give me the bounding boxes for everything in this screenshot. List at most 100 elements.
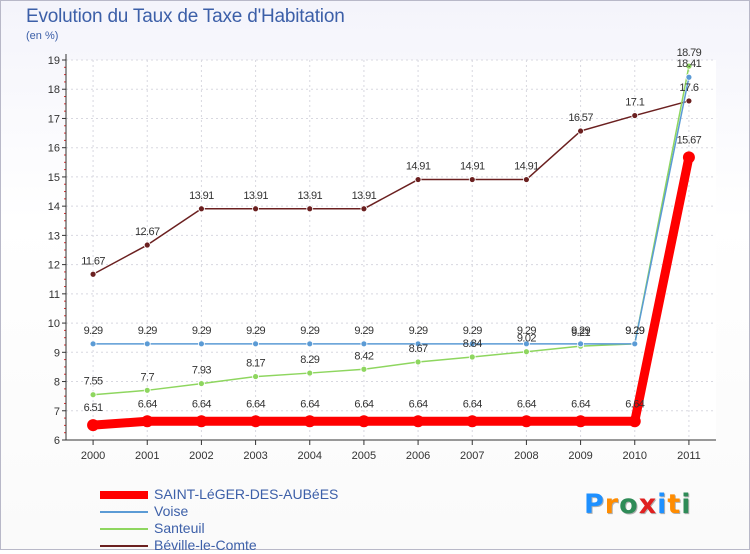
data-label: 8.67 [409,343,428,355]
data-label: 13.91 [352,190,377,202]
data-label: 9.29 [246,325,265,337]
data-point [141,415,154,428]
data-point [195,415,208,428]
x-tick-label: 2010 [623,450,647,462]
data-label: 6.64 [463,398,482,410]
data-label: 7.7 [141,371,155,383]
data-point [414,176,422,183]
logo-letter: i [681,489,692,520]
data-label: 6.64 [517,398,536,410]
y-tick-label: 13 [48,230,60,242]
data-label: 9.29 [138,325,157,337]
y-tick-label: 6 [54,435,60,447]
data-label: 6.64 [300,398,319,410]
data-label: 6.64 [625,398,644,410]
data-point [414,340,422,348]
data-label: 9.29 [463,325,482,337]
data-point [357,415,370,428]
y-tick-label: 9 [54,347,60,359]
logo-letter: i [657,489,668,520]
data-label: 9.29 [409,325,428,337]
data-label: 18.41 [677,58,702,70]
data-label: 13.91 [297,190,322,202]
data-point [143,386,151,394]
data-label: 8.84 [463,338,482,350]
data-point [414,358,422,366]
data-point [143,340,151,348]
logo-letter: r [604,489,620,520]
y-tick-label: 16 [48,143,60,155]
data-point [631,112,639,119]
data-point [682,151,695,164]
data-point [143,241,151,249]
data-label: 9.29 [84,325,103,337]
data-point [685,97,693,105]
y-tick-label: 18 [48,84,60,96]
data-label: 14.91 [406,161,431,173]
data-point [87,419,100,432]
x-tick-label: 2005 [352,450,376,462]
data-point [89,391,97,399]
data-point [360,205,368,213]
legend-label: Voise [154,503,189,519]
data-point [685,73,693,81]
legend-label: SAINT-LéGER-DES-AUBéES [154,486,339,502]
data-point [252,340,259,348]
data-label: 6.64 [354,398,373,410]
data-label: 6.64 [138,398,157,410]
data-label: 7.55 [84,376,103,388]
data-point [306,205,314,213]
data-label: 9.02 [517,333,536,345]
x-tick-label: 2001 [135,450,159,462]
data-label: 6.64 [192,398,211,410]
data-point [89,340,97,348]
data-point [306,369,314,377]
data-point [628,415,641,428]
x-tick-label: 2009 [568,450,592,462]
data-label: 9.29 [625,325,644,337]
data-label: 6.64 [409,398,428,410]
legend-swatch [100,491,148,499]
legend-swatch [100,545,148,547]
data-label: 17.1 [625,97,644,109]
y-tick-label: 14 [48,201,60,213]
logo-letter: t [667,489,682,520]
y-tick-label: 19 [48,55,60,67]
x-tick-label: 2004 [298,450,322,462]
logo-letter: P [584,489,605,520]
x-tick-label: 2007 [460,450,484,462]
data-point [466,415,479,428]
data-label: 9.29 [517,325,536,337]
data-label: 6.64 [246,398,265,410]
x-tick-label: 2003 [243,450,267,462]
data-label: 17.6 [679,82,698,94]
data-label: 9.29 [192,325,211,337]
data-label: 8.17 [246,358,265,370]
data-point [520,415,533,428]
data-label: 14.91 [460,161,485,173]
data-point [468,176,476,183]
data-point [249,415,262,428]
x-tick-label: 2011 [677,450,701,462]
data-point [631,340,639,348]
series-line-3 [92,100,690,276]
data-point [303,415,316,428]
logo-letter: o [619,489,639,520]
plot-area [66,60,716,440]
y-tick-label: 17 [48,113,60,125]
data-label: 9.21 [571,327,590,339]
data-point [468,353,476,361]
data-label: 13.91 [243,190,268,202]
data-point [523,176,530,183]
data-point [198,205,205,213]
y-tick-label: 7 [54,406,60,418]
legend-label: Béville-le-Comte [154,537,257,553]
data-label: 7.93 [192,365,211,377]
y-axis-unit: (en %) [26,30,59,42]
data-label: 9.29 [571,325,590,337]
y-tick-label: 8 [54,377,60,389]
data-point [252,373,259,380]
data-point [523,348,530,356]
data-label: 6.64 [571,398,590,410]
